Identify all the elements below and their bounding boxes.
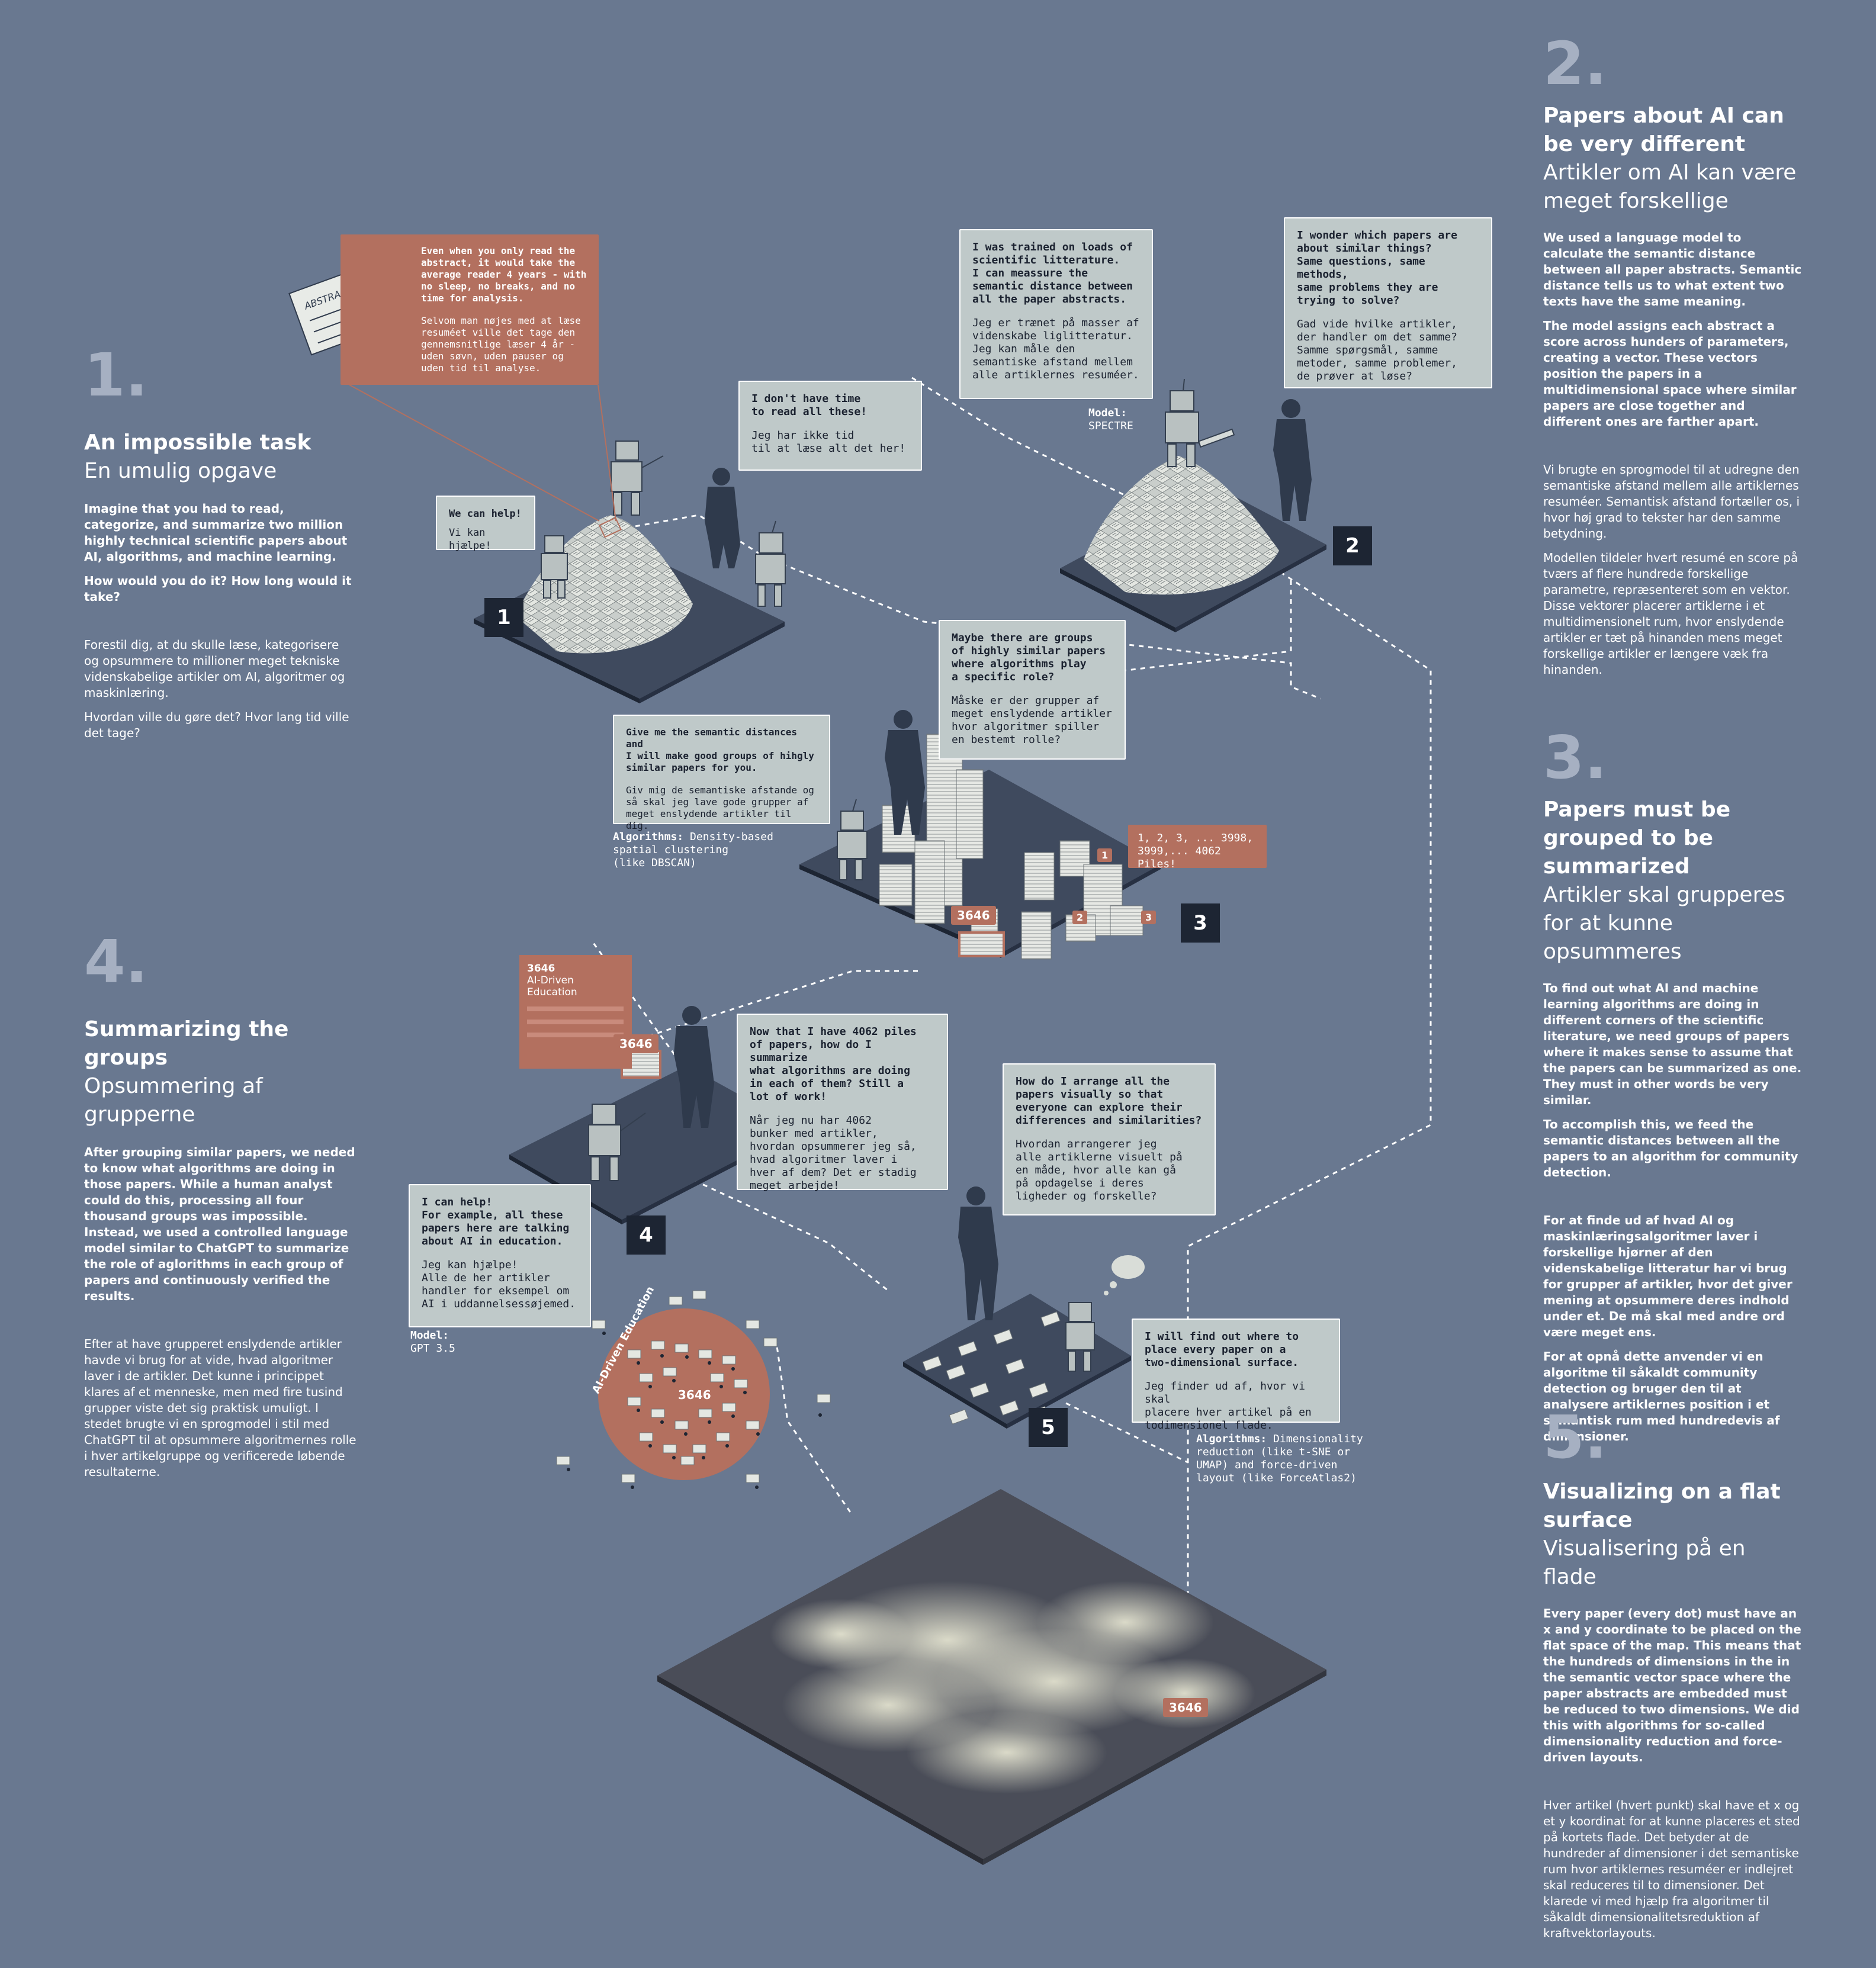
algorithm-note-5: Algorithms: Dimensionality reduction (li… — [1196, 1433, 1363, 1484]
connector-circle-to-map — [775, 1337, 854, 1516]
section-title: Papers about AI can be very different — [1543, 104, 1784, 156]
section-title: Visualizing on a flat surface — [1543, 1480, 1781, 1532]
section-subtitle: En umulig opgave — [84, 459, 277, 483]
section-text-da: Hver artikel (hvert punkt) skal have et … — [1543, 1798, 1800, 1940]
robot-on-pile-2 — [1165, 378, 1235, 467]
step-label-4: 4 — [627, 1215, 666, 1255]
step-label-3: 3 — [1181, 903, 1220, 943]
section-text-da: Hvordan ville du gøre det? Hvor lang tid… — [84, 710, 349, 740]
scattered-papers — [922, 1311, 1061, 1424]
connector-4-to-5 — [651, 1159, 889, 1292]
map-tag-3646: 3646 — [1163, 1698, 1208, 1717]
cluster-card — [519, 955, 632, 1069]
piles-callout: 1, 2, 3, ... 3998, 3999,... 4062 Piles! — [1128, 825, 1267, 870]
speech-bubble-trained: I was trained on loads of scientific lit… — [959, 229, 1153, 399]
robot-platform-5 — [1065, 1302, 1095, 1372]
robot-platform-3 — [837, 799, 868, 880]
section-title: An impossible task — [84, 430, 311, 455]
cluster-card-text: 3646 AI-Driven Education — [527, 963, 577, 998]
speech-bubble-no-time: I don't have time to read all these! Jeg… — [738, 381, 922, 471]
section-text-en: How would you do it? How long would it t… — [84, 574, 352, 604]
step-label-5: 5 — [1029, 1408, 1068, 1447]
circle-papers — [556, 1290, 831, 1483]
section-1: 1. An impossible task En umulig opgave I… — [84, 346, 356, 750]
speech-bubble-wonder: I wonder which papers are about similar … — [1284, 217, 1492, 388]
section-subtitle: Artikler skal grupperes for at kunne ops… — [1543, 883, 1785, 964]
step-label-2: 2 — [1333, 526, 1372, 565]
map-surface — [657, 1489, 1326, 1865]
circle-dots — [567, 1332, 822, 1489]
model-note-2: Model: SPECTRE — [1088, 407, 1133, 432]
section-text-en: To accomplish this, we feed the semantic… — [1543, 1117, 1798, 1179]
section-text-da: Vi brugte en sprogmodel til at udregne d… — [1543, 462, 1800, 541]
person-silhouette-1 — [705, 468, 740, 568]
robot-small-left — [541, 535, 568, 599]
section-text-en: Imagine that you had to read, categorize… — [84, 501, 348, 564]
section-4: 4. Summarizing the groups Opsummering af… — [84, 932, 356, 1488]
connector-5-to-map — [1065, 1402, 1188, 1464]
section-number: 3. — [1543, 723, 1607, 792]
section-text-da: For at opnå dette anvender vi en algorit… — [1543, 1349, 1780, 1443]
section-text-en: The model assigns each abstract a score … — [1543, 319, 1797, 429]
pile-tag-1: 1 — [1097, 848, 1113, 862]
speech-bubble-we-can-help: We can help! Vi kan hjælpe! — [436, 496, 535, 552]
section-text-da: For at finde ud af hvad AI og maskinlæri… — [1543, 1213, 1793, 1339]
section-3: 3. Papers must be grouped to be summariz… — [1543, 728, 1804, 1453]
cluster-tag-3646: 3646 — [613, 1034, 658, 1053]
section-number: 2. — [1543, 29, 1607, 98]
section-2: 2. Papers about AI can be very different… — [1543, 34, 1804, 686]
person-silhouette-5 — [958, 1186, 998, 1320]
platform-5 — [903, 1186, 1145, 1429]
algorithm-note-3: Algorithms: Density-based spatial cluste… — [613, 831, 773, 869]
speech-bubble-summarize: Now that I have 4062 piles of papers, ho… — [737, 1014, 948, 1192]
robot-right — [755, 520, 786, 607]
person-silhouette-4 — [674, 1006, 714, 1128]
section-text-en: After grouping similar papers, we neded … — [84, 1145, 355, 1303]
section-text-en: To find out what AI and machine learning… — [1543, 981, 1802, 1107]
section-number: 1. — [84, 340, 148, 410]
section-number: 4. — [84, 927, 148, 996]
speech-bubble-place: I will find out where to place every pap… — [1132, 1319, 1340, 1432]
section-subtitle: Opsummering af grupperne — [84, 1074, 263, 1127]
section-subtitle: Artikler om AI kan være meget forskellig… — [1543, 160, 1797, 213]
connector-1-to-2 — [598, 514, 1321, 700]
speech-bubble-arrange: How do I arrange all the papers visually… — [1003, 1063, 1216, 1215]
section-5: 5. Visualizing on a flat surface Visuali… — [1543, 1408, 1804, 1950]
section-text-da: Efter at have grupperet enslydende artik… — [84, 1337, 356, 1479]
section-subtitle: Visualisering på en flade — [1543, 1536, 1746, 1589]
person-silhouette-2 — [1273, 399, 1312, 521]
circle-center-tag: 3646 — [678, 1388, 711, 1402]
robot-platform-4 — [588, 1104, 646, 1181]
section-title: Papers must be grouped to be summarized — [1543, 798, 1731, 879]
abstract-callout: Even when you only read the abstract, it… — [340, 234, 599, 385]
speech-bubble-give-me: Give me the semantic distances and I wil… — [613, 715, 830, 831]
thought-bubble — [1112, 1255, 1145, 1279]
section-text-da: Modellen tildeler hvert resumé en score … — [1543, 551, 1798, 677]
speech-bubble-education: I can help! For example, all these paper… — [409, 1184, 591, 1327]
abstract-callout-lines — [349, 384, 616, 522]
section-text-en: We used a language model to calculate th… — [1543, 230, 1802, 308]
person-silhouette-3 — [885, 710, 925, 835]
cluster-tag-3646: 3646 — [951, 906, 996, 925]
platform-1 — [474, 440, 786, 703]
platform-3 — [799, 710, 1161, 960]
pile-tag-2: 2 — [1072, 911, 1088, 924]
step-label-1: 1 — [484, 598, 523, 637]
model-note-4: Model: GPT 3.5 — [410, 1329, 455, 1355]
speech-bubble-groups-role: Maybe there are groups of highly similar… — [939, 620, 1126, 760]
robot-standing-pile — [611, 440, 664, 516]
section-text-da: Forestil dig, at du skulle læse, kategor… — [84, 638, 345, 700]
platform-2 — [1060, 378, 1326, 632]
section-title: Summarizing the groups — [84, 1017, 289, 1070]
section-text-en: Every paper (every dot) must have an x a… — [1543, 1606, 1801, 1764]
section-number: 5. — [1543, 1403, 1607, 1472]
pile-tag-3: 3 — [1141, 911, 1157, 924]
